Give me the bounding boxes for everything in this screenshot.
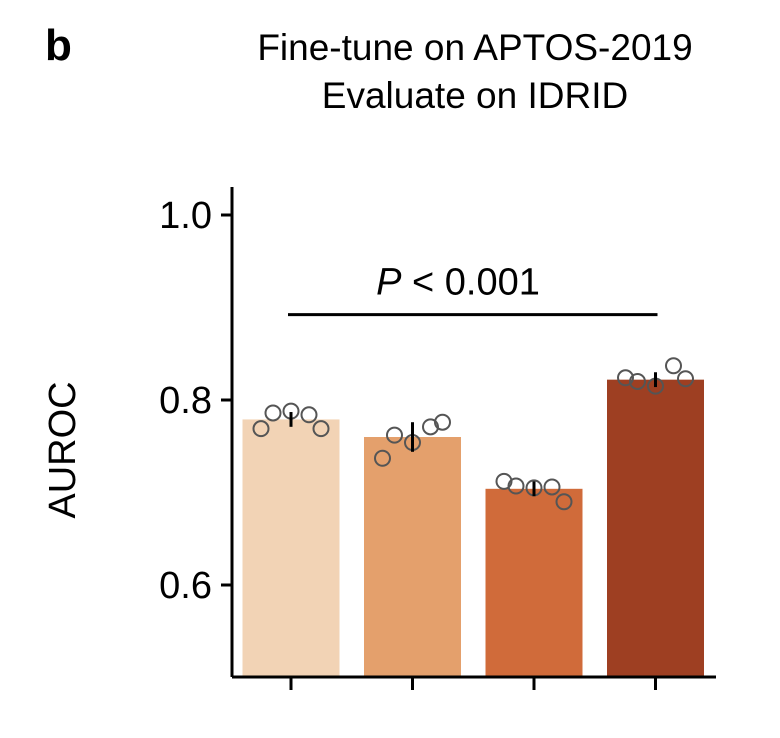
y-tick-label: 1.0 [159, 195, 212, 237]
data-point [374, 449, 391, 467]
data-point [677, 370, 694, 388]
data-point [312, 420, 330, 438]
data-point [264, 404, 282, 422]
p-threshold: < 0.001 [401, 262, 539, 304]
data-point [252, 420, 270, 438]
title-line-1: Fine-tune on APTOS-2019 [257, 27, 692, 68]
data-point [507, 477, 525, 495]
y-axis: 0.6 0.8 1.0 [159, 187, 234, 677]
data-point [422, 418, 439, 436]
significance-annotation: P < 0.001 [288, 262, 658, 317]
title-line-2: Evaluate on IDRID [322, 75, 628, 116]
data-point [555, 493, 573, 511]
data-point [543, 478, 561, 496]
y-tick-label: 0.6 [159, 565, 212, 607]
y-tick-label: 0.8 [159, 380, 212, 422]
data-point [300, 406, 318, 424]
panel-label: b [45, 21, 72, 70]
data-point [386, 426, 403, 444]
bar-2 [364, 437, 461, 677]
p-symbol: P [376, 262, 402, 304]
data-point [665, 357, 682, 375]
x-axis [232, 675, 716, 690]
y-axis-label: AUROC [42, 381, 84, 518]
bars-group [242, 379, 704, 677]
data-point [617, 369, 634, 387]
error-bars-group [289, 372, 657, 497]
data-point [434, 413, 451, 431]
bar-4 [607, 379, 704, 677]
chart-title: Fine-tune on APTOS-2019 Evaluate on IDRID [257, 27, 692, 116]
data-point [629, 373, 646, 390]
p-value-label: P < 0.001 [376, 262, 540, 304]
data-point [495, 472, 513, 490]
bar-3 [485, 488, 583, 677]
bar-1 [242, 419, 340, 677]
points-group [252, 357, 694, 511]
